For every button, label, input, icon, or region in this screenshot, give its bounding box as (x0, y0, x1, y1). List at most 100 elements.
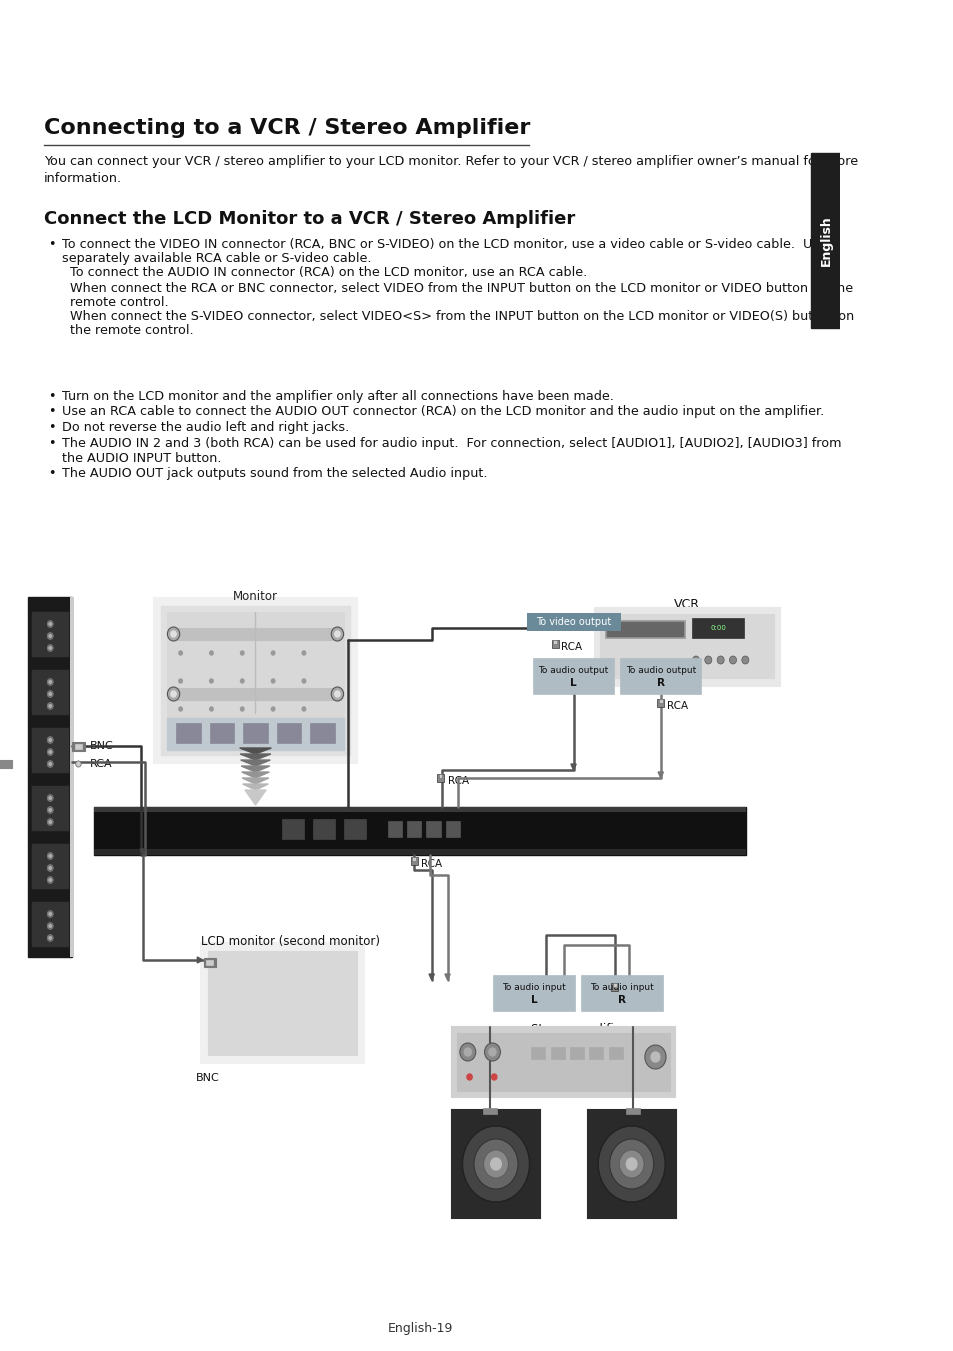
Bar (606, 621, 682, 636)
Bar (550, 1047, 564, 1059)
Circle shape (47, 620, 53, 627)
Circle shape (210, 707, 213, 711)
Bar (599, 613, 774, 678)
Bar (31, 902, 69, 947)
Polygon shape (658, 771, 662, 778)
Bar (436, 774, 443, 782)
Polygon shape (241, 766, 270, 771)
Circle shape (210, 680, 213, 684)
Bar (445, 821, 459, 838)
Circle shape (47, 678, 53, 685)
Bar (343, 819, 365, 839)
Circle shape (171, 631, 176, 638)
Text: L: L (570, 678, 577, 688)
Bar (410, 857, 417, 865)
Text: To audio output: To audio output (537, 666, 608, 676)
Bar (625, 1108, 639, 1115)
Bar (619, 658, 700, 694)
Text: When connect the RCA or BNC connector, select VIDEO from the INPUT button on the: When connect the RCA or BNC connector, s… (71, 282, 853, 295)
Bar (604, 620, 684, 638)
Circle shape (650, 1052, 659, 1062)
Bar (210, 723, 234, 743)
Bar (412, 857, 416, 861)
Bar (208, 951, 356, 1055)
Circle shape (331, 688, 343, 701)
Circle shape (47, 794, 53, 801)
Circle shape (302, 680, 305, 684)
Bar (594, 608, 779, 686)
Circle shape (49, 739, 51, 742)
Bar (313, 819, 335, 839)
Text: Do not reverse the audio left and right jacks.: Do not reverse the audio left and right … (62, 422, 349, 434)
Circle shape (484, 1043, 500, 1061)
Bar (74, 744, 82, 748)
Circle shape (75, 761, 81, 767)
Circle shape (47, 807, 53, 813)
Circle shape (271, 707, 274, 711)
Bar (452, 1027, 674, 1097)
Bar (587, 1111, 675, 1219)
Circle shape (210, 651, 213, 655)
Text: English-19: English-19 (387, 1323, 453, 1335)
Circle shape (167, 688, 179, 701)
Circle shape (49, 912, 51, 916)
Bar (72, 742, 85, 751)
Circle shape (49, 647, 51, 650)
Polygon shape (241, 771, 269, 778)
Bar (31, 844, 69, 889)
Circle shape (741, 657, 748, 663)
Bar (551, 640, 558, 648)
Bar (31, 786, 69, 831)
Polygon shape (429, 974, 434, 979)
Text: •: • (49, 390, 56, 403)
Circle shape (47, 852, 53, 859)
Text: When connect the S-VIDEO connector, select VIDEO<S> from the INPUT button on the: When connect the S-VIDEO connector, sele… (71, 309, 854, 323)
Text: remote control.: remote control. (71, 296, 169, 309)
Circle shape (49, 681, 51, 684)
Bar (608, 1047, 622, 1059)
Bar (94, 807, 745, 812)
Circle shape (49, 808, 51, 812)
Polygon shape (570, 765, 576, 770)
Text: To connect the VIDEO IN connector (RCA, BNC or S-VIDEO) on the LCD monitor, use : To connect the VIDEO IN connector (RCA, … (62, 238, 838, 251)
Circle shape (335, 690, 339, 697)
Circle shape (49, 936, 51, 939)
Bar (172, 628, 339, 640)
Polygon shape (242, 784, 268, 790)
Text: RCA: RCA (666, 701, 687, 711)
Text: You can connect your VCR / stereo amplifier to your LCD monitor. Refer to your V: You can connect your VCR / stereo amplif… (44, 155, 858, 168)
Text: RCA: RCA (420, 859, 442, 869)
Bar (438, 774, 442, 778)
Bar (456, 1034, 669, 1092)
Text: Connecting to a VCR / Stereo Amplifier: Connecting to a VCR / Stereo Amplifier (44, 118, 530, 138)
Bar (569, 1047, 583, 1059)
Circle shape (483, 1150, 508, 1178)
Text: Turn on the LCD monitor and the amplifier only after all connections have been m: Turn on the LCD monitor and the amplifie… (62, 390, 613, 403)
Text: RCA: RCA (90, 759, 112, 769)
Circle shape (302, 707, 305, 711)
Text: RCA: RCA (560, 642, 581, 653)
Bar (31, 728, 69, 773)
Text: To audio output: To audio output (625, 666, 695, 676)
Bar (0, 761, 12, 767)
Bar (167, 717, 343, 750)
Circle shape (618, 1150, 643, 1178)
Bar (154, 598, 356, 763)
Text: VCR: VCR (674, 598, 700, 611)
Bar (611, 984, 618, 992)
Text: Use an RCA cable to connect the AUDIO OUT connector (RCA) on the LCD monitor and: Use an RCA cable to connect the AUDIO OU… (62, 405, 823, 419)
Text: RCA: RCA (620, 985, 641, 994)
Bar (589, 1047, 603, 1059)
Circle shape (49, 762, 51, 766)
Circle shape (47, 703, 53, 709)
Circle shape (302, 651, 305, 655)
Circle shape (47, 923, 53, 929)
Text: To audio input: To audio input (502, 984, 566, 992)
Bar (531, 1047, 545, 1059)
Circle shape (75, 761, 81, 767)
Circle shape (47, 632, 53, 639)
Circle shape (167, 627, 179, 640)
Circle shape (626, 1158, 637, 1170)
Bar (613, 984, 616, 988)
Bar (533, 658, 614, 694)
